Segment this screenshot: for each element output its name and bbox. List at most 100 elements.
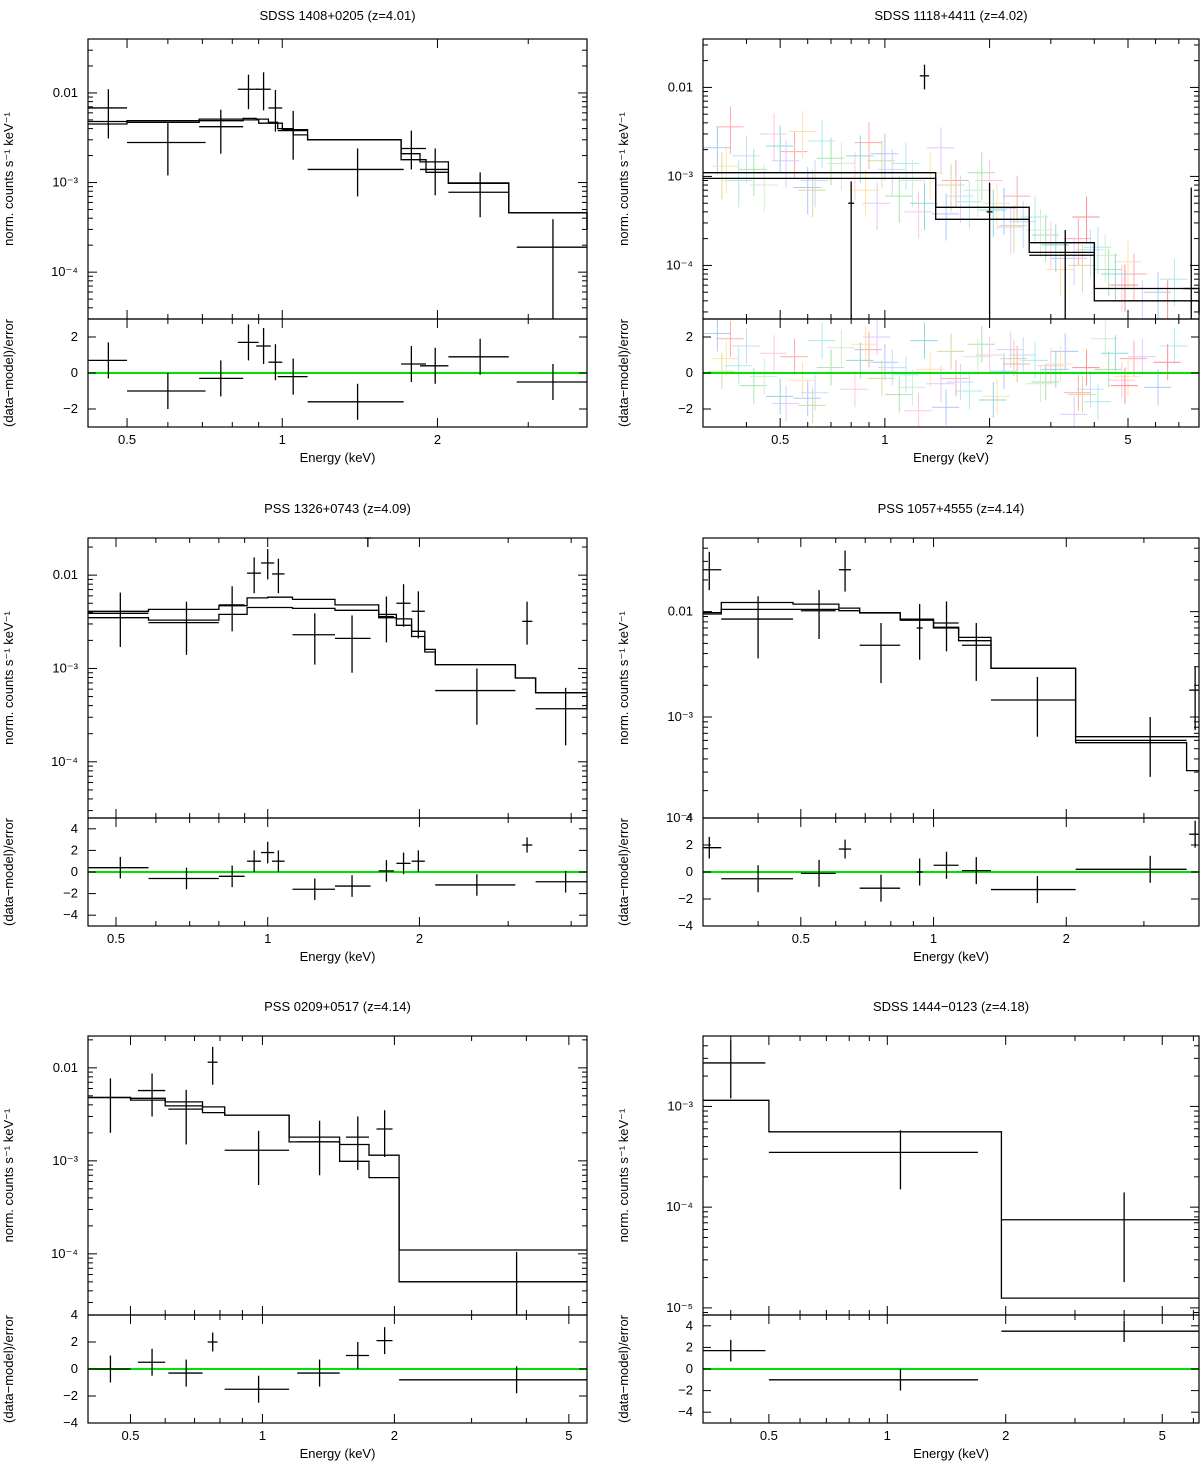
- y-tick-label: 0.01: [668, 79, 693, 94]
- residual-tick-label: 4: [686, 1318, 693, 1333]
- residual-point: [224, 1375, 290, 1403]
- y-tick-label: 0.01: [668, 604, 693, 619]
- model-curve-1: [88, 1096, 587, 1251]
- data-point: [199, 109, 244, 154]
- series-obs-2: [739, 137, 1122, 413]
- residual-axis-label: (data−model)/error: [1, 318, 16, 427]
- data-point: [335, 615, 371, 673]
- residual-point: [1189, 820, 1199, 848]
- residual-point: [721, 865, 793, 893]
- residual-point: [199, 360, 244, 397]
- data-point: [420, 148, 449, 196]
- model-curve-2: [88, 1096, 587, 1283]
- x-axis-ticks: [730, 1036, 1194, 1423]
- data-point: [703, 551, 722, 591]
- series-obs-5: [724, 120, 1188, 420]
- x-tick-label: 1: [930, 931, 937, 946]
- residual-axis-ticks: [88, 1341, 587, 1424]
- residual-tick-label: −4: [678, 918, 693, 933]
- data-point: [224, 1130, 290, 1185]
- data-point: [364, 537, 371, 548]
- x-axis-label: Energy (keV): [913, 450, 989, 465]
- y-tick-label: 10⁻⁴: [666, 257, 693, 272]
- model-curve-2: [703, 177, 1200, 312]
- residual-tick-label: −2: [678, 1383, 693, 1398]
- data-point: [247, 557, 262, 594]
- residual-point: [838, 839, 852, 859]
- residual-point: [237, 324, 259, 361]
- residual-tick-label: 4: [71, 821, 78, 836]
- panel-6: SDSS 1444−0123 (z=4.18) 10⁻³ 10⁻⁴ 10⁻⁵ 4 2 0 −2…: [616, 999, 1200, 1461]
- x-axis-label: Energy (keV): [913, 949, 989, 964]
- x-tick-label: 1: [279, 432, 286, 447]
- x-tick-label: 0.5: [792, 931, 810, 946]
- x-axis-label: Energy (keV): [913, 1446, 989, 1461]
- residual-point: [991, 876, 1076, 904]
- residual-axis-ticks: [703, 817, 1199, 927]
- y-tick-label: 10⁻⁴: [666, 1199, 693, 1214]
- series-obs-12: [707, 140, 1096, 424]
- data-point: [261, 549, 275, 580]
- y-axis-label: norm. counts s⁻¹ keV⁻¹: [1, 1108, 16, 1242]
- y-axis-label: norm. counts s⁻¹ keV⁻¹: [616, 611, 631, 745]
- residual-tick-label: 0: [686, 365, 693, 380]
- y-tick-label: 10⁻³: [52, 175, 78, 190]
- x-axis-ticks: [87, 1036, 570, 1423]
- residual-tick-label: 2: [71, 329, 78, 344]
- data-point: [88, 592, 149, 647]
- y-axis-ticks: [88, 546, 587, 812]
- residual-point: [277, 358, 308, 395]
- data-point: [991, 676, 1076, 737]
- residual-tick-label: 2: [686, 837, 693, 852]
- data-point: [768, 1130, 978, 1190]
- y-axis-ticks: [703, 537, 1199, 792]
- y-tick-label: 10⁻⁵: [666, 1300, 693, 1315]
- data-point: [307, 148, 404, 197]
- residual-axis-label: (data−model)/error: [1, 1314, 16, 1423]
- data-point: [1029, 230, 1095, 319]
- panel-1: SDSS 1408+0205 (z=4.01) 0.01 10⁻³ 10⁻⁴ 2 0 −2 0…: [1, 8, 588, 465]
- series-obs-7: [712, 110, 1142, 415]
- residual-point: [916, 858, 923, 886]
- residual-point: [218, 865, 245, 888]
- y-axis-ticks: [703, 44, 1199, 313]
- residual-point: [411, 850, 425, 872]
- residual-tick-label: 0: [71, 864, 78, 879]
- model-curve-1: [88, 596, 587, 694]
- data-point: [986, 182, 993, 319]
- residual-tick-label: −4: [63, 1415, 78, 1430]
- residual-point: [1075, 855, 1187, 883]
- data-point: [1001, 1192, 1199, 1283]
- data-point: [800, 590, 836, 639]
- residual-point: [148, 867, 219, 890]
- y-tick-label: 10⁻⁴: [51, 1246, 78, 1261]
- y-tick-label: 10⁻³: [52, 1153, 78, 1168]
- data-point: [399, 1251, 587, 1315]
- panel-title: SDSS 1408+0205 (z=4.01): [259, 8, 415, 23]
- data-point: [933, 601, 959, 652]
- x-tick-label: 1: [881, 432, 888, 447]
- x-tick-label: 2: [434, 432, 441, 447]
- residual-point: [88, 856, 149, 879]
- data-point: [1075, 717, 1187, 777]
- x-tick-label: 2: [1002, 1428, 1009, 1443]
- data-point: [411, 591, 425, 639]
- data-point: [721, 596, 793, 659]
- residual-point: [522, 837, 533, 853]
- residual-point: [345, 1342, 369, 1369]
- y-axis-ticks: [88, 38, 587, 320]
- residual-point: [535, 870, 587, 893]
- x-tick-label: 1: [264, 931, 271, 946]
- residual-tick-label: 2: [71, 842, 78, 857]
- residual-point: [168, 1359, 203, 1387]
- residual-point: [420, 347, 449, 384]
- y-tick-label: 0.01: [53, 1060, 78, 1075]
- y-tick-label: 10⁻³: [52, 660, 78, 675]
- data-point: [345, 1116, 369, 1170]
- panel-3: PSS 1326+0743 (z=4.09) 0.01 10⁻³ 10⁻⁴ 4 2 0 −2 −…: [1, 501, 588, 964]
- residual-tick-label: 2: [686, 329, 693, 344]
- y-axis-label: norm. counts s⁻¹ keV⁻¹: [1, 112, 16, 246]
- model-curve-2: [703, 601, 1199, 772]
- x-tick-label: 5: [1159, 1428, 1166, 1443]
